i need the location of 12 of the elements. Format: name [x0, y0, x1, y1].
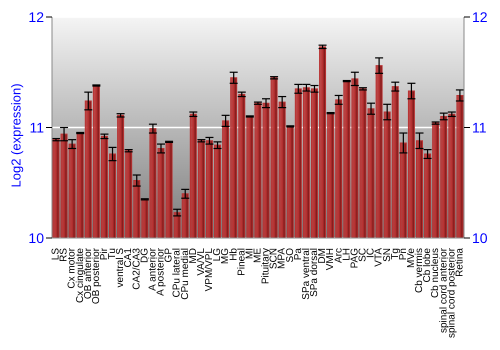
y2-tick-label: 11 — [472, 119, 487, 136]
x-tick-label: ME — [252, 248, 264, 263]
y-tick-label: 12 — [28, 8, 44, 25]
x-tick-label: Tg — [390, 248, 401, 260]
y-tick-label: 11 — [29, 119, 44, 136]
y-tick-label: 10 — [28, 230, 44, 246]
y-axis-title: Log2 (expression) — [8, 83, 24, 188]
x-tick-label: OB posterior — [90, 247, 102, 304]
y2-tick-label: 10 — [472, 230, 488, 246]
y2-tick-label: 12 — [472, 8, 488, 25]
x-tick-label: Pituitary — [260, 248, 272, 284]
x-tick-label: A posterior — [156, 247, 167, 296]
